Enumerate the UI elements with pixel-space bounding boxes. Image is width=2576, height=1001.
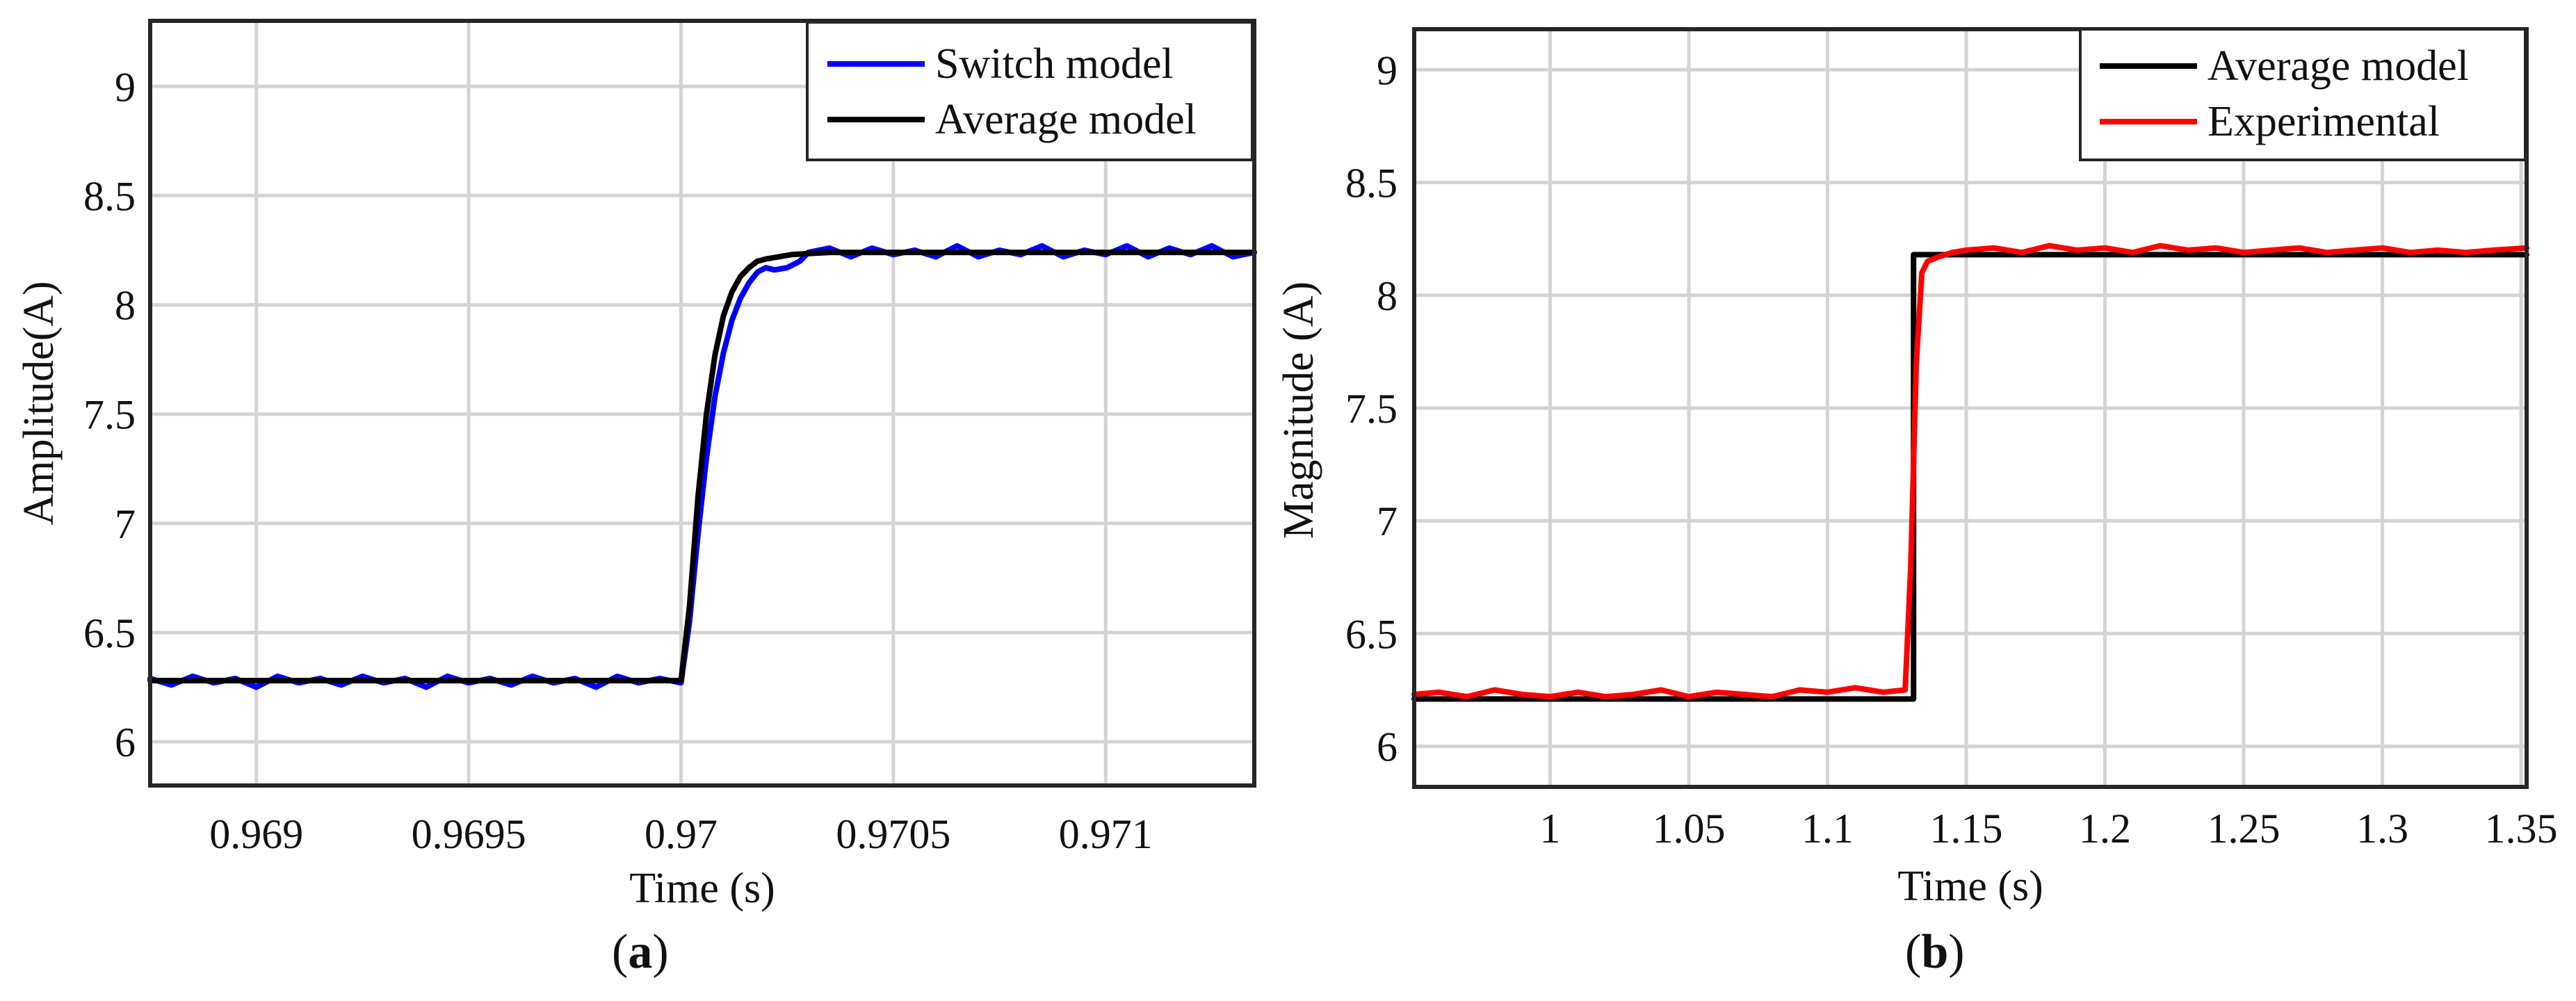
legend-label-switch-model: Switch model bbox=[935, 40, 1174, 88]
x-tick-labels-b: 1 1.05 1.1 1.15 1.2 1.25 1.3 1.35 bbox=[1540, 806, 2558, 852]
x-tick-label: 1 bbox=[1540, 806, 1561, 852]
plot-frame-a bbox=[148, 19, 1256, 788]
x-axis-label-a: Time (s) bbox=[629, 865, 775, 912]
legend-box-b bbox=[2079, 28, 2527, 161]
chart-panel-a: 0.969 0.9695 0.97 0.9705 0.971 6 6.5 7 7.5 8 8.5 9… bbox=[15, 19, 1257, 912]
panel-caption-b: (b) bbox=[1905, 925, 1965, 979]
y-axis-label-a: Amplitude(A) bbox=[15, 281, 63, 525]
y-axis-label-b: Magnitude (A) bbox=[1275, 282, 1322, 539]
y-tick-label: 6.5 bbox=[1345, 611, 1398, 657]
y-tick-label: 6 bbox=[1377, 724, 1398, 770]
caption-close-paren-a: ) bbox=[652, 925, 668, 979]
caption-letter-b: b bbox=[1921, 925, 1948, 979]
x-tick-label: 1.35 bbox=[2485, 806, 2558, 852]
x-tick-label: 0.9705 bbox=[836, 811, 950, 857]
caption-letter-a: a bbox=[628, 925, 652, 979]
y-tick-label: 8 bbox=[115, 283, 136, 329]
series-line-switch-model bbox=[147, 243, 1257, 690]
x-tick-label: 1.15 bbox=[1930, 806, 2003, 852]
plot-frame-b bbox=[1412, 27, 2529, 789]
x-tick-label: 1.1 bbox=[1801, 806, 1854, 852]
y-tick-label: 8 bbox=[1377, 273, 1398, 319]
y-tick-label: 6 bbox=[115, 719, 136, 765]
series-line-experimental bbox=[1411, 243, 2529, 700]
legend-b: Average model Experimental bbox=[2079, 28, 2527, 161]
y-tick-label: 8.5 bbox=[1345, 161, 1398, 206]
y-tick-label: 8.5 bbox=[83, 173, 136, 219]
y-tick-labels-b: 6 6.5 7 7.5 8 8.5 9 bbox=[1345, 47, 1398, 770]
series-line-average-model bbox=[147, 250, 1257, 684]
caption-open-paren-a: ( bbox=[612, 925, 628, 979]
y-tick-label: 6.5 bbox=[83, 610, 136, 656]
caption-open-paren-b: ( bbox=[1905, 925, 1921, 979]
panel-caption-a: (a) bbox=[612, 925, 669, 979]
caption-close-paren-b: ) bbox=[1948, 925, 1964, 979]
chart-panel-b: 1 1.05 1.1 1.15 1.2 1.25 1.3 1.35 6 6.5 7 7.5 8 8.5 9… bbox=[1275, 27, 2558, 910]
grid-b bbox=[1414, 29, 2527, 787]
x-axis-label-b: Time (s) bbox=[1897, 863, 2043, 910]
series-a bbox=[147, 243, 1257, 690]
y-tick-label: 7 bbox=[1377, 498, 1398, 544]
x-tick-label: 0.969 bbox=[209, 811, 303, 857]
y-tick-label: 7.5 bbox=[83, 392, 136, 438]
legend-label-average-model-a: Average model bbox=[935, 96, 1197, 143]
x-tick-label: 0.9695 bbox=[412, 811, 526, 857]
x-tick-label: 1.3 bbox=[2356, 806, 2408, 852]
x-tick-label: 1.25 bbox=[2208, 806, 2281, 852]
legend-label-average-model-b: Average model bbox=[2208, 42, 2469, 90]
x-tick-label: 0.97 bbox=[645, 811, 718, 857]
y-tick-label: 9 bbox=[115, 64, 136, 110]
legend-label-experimental: Experimental bbox=[2208, 98, 2440, 145]
y-tick-label: 7.5 bbox=[1345, 386, 1398, 432]
x-tick-labels-a: 0.969 0.9695 0.97 0.9705 0.971 bbox=[209, 811, 1153, 857]
legend-a: Switch model Average model bbox=[806, 21, 1254, 161]
x-tick-label: 1.2 bbox=[2079, 806, 2131, 852]
legend-box-a bbox=[806, 21, 1254, 161]
y-tick-label: 7 bbox=[115, 501, 136, 547]
y-tick-labels-a: 6 6.5 7 7.5 8 8.5 9 bbox=[83, 64, 136, 765]
x-tick-label: 0.971 bbox=[1059, 811, 1153, 857]
grid-a bbox=[150, 21, 1254, 786]
x-tick-label: 1.05 bbox=[1653, 806, 1726, 852]
y-tick-label: 9 bbox=[1377, 47, 1398, 93]
series-b bbox=[1411, 243, 2529, 702]
